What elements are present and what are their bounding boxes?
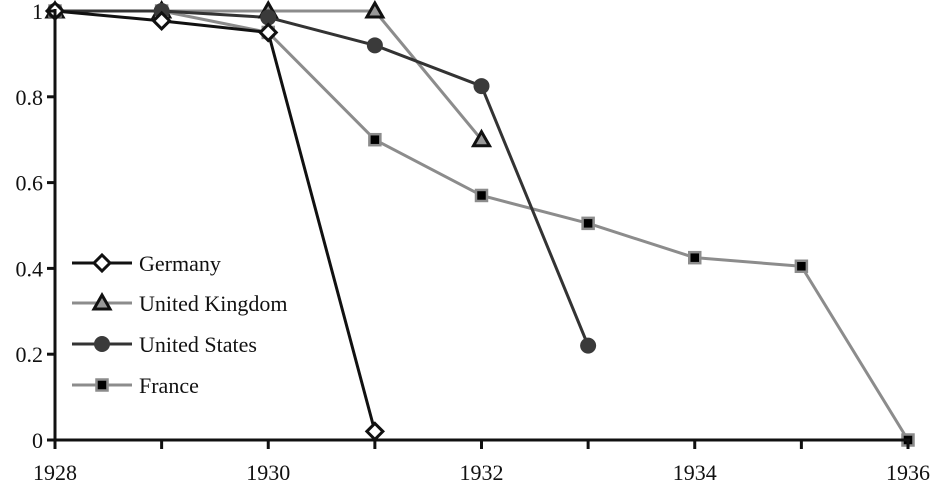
diamond-marker bbox=[258, 22, 279, 43]
y-tick-label: 0.2 bbox=[16, 342, 44, 367]
x-tick-label: 1930 bbox=[246, 460, 290, 485]
square-marker bbox=[581, 216, 595, 231]
diamond-marker bbox=[364, 421, 385, 442]
series-united-states bbox=[55, 9, 590, 347]
legend-label: United States bbox=[139, 332, 257, 357]
axes: 0 0.2 0.4 0.6 0.8 1 1928 1930 1932 1934 1936 bbox=[16, 0, 931, 485]
legend-label: France bbox=[139, 373, 199, 398]
series-markers-united-states bbox=[47, 3, 597, 354]
legend-label: United Kingdom bbox=[139, 291, 288, 316]
square-marker bbox=[794, 259, 809, 274]
square-marker bbox=[688, 250, 702, 265]
circle-marker bbox=[94, 336, 110, 352]
series-germany bbox=[54, 9, 377, 432]
legend-label: Germany bbox=[139, 251, 221, 276]
series-markers-germany bbox=[44, 0, 385, 442]
y-tick-label: 0.8 bbox=[16, 85, 44, 110]
circle-marker bbox=[366, 37, 383, 54]
legend: Germany United Kingdom United States France bbox=[72, 251, 288, 398]
x-tick-label: 1928 bbox=[33, 460, 77, 485]
diamond-marker bbox=[91, 252, 113, 274]
y-tick-label: 1 bbox=[32, 0, 43, 24]
circle-marker bbox=[580, 337, 597, 354]
legend-item-france: France bbox=[72, 373, 199, 398]
x-tick-label: 1936 bbox=[886, 460, 930, 485]
y-tick-label: 0.6 bbox=[16, 171, 44, 196]
legend-item-united-states: United States bbox=[72, 332, 257, 357]
x-tick-label: 1932 bbox=[460, 460, 504, 485]
y-tick-label: 0.4 bbox=[16, 256, 44, 281]
x-tick-label: 1934 bbox=[673, 460, 717, 485]
triangle-marker bbox=[470, 128, 493, 148]
circle-marker bbox=[473, 78, 490, 95]
triangle-marker bbox=[364, 0, 386, 19]
legend-item-united-kingdom: United Kingdom bbox=[72, 291, 288, 316]
circle-marker bbox=[260, 9, 277, 26]
plot-area bbox=[44, 0, 915, 447]
square-marker bbox=[95, 378, 109, 392]
legend-item-germany: Germany bbox=[72, 251, 221, 276]
y-tick-label: 0 bbox=[32, 428, 43, 453]
square-marker bbox=[474, 188, 489, 203]
square-marker bbox=[368, 132, 382, 147]
series-line bbox=[54, 9, 377, 432]
series-line bbox=[55, 9, 590, 347]
diamond-marker bbox=[151, 10, 172, 31]
triangle-marker bbox=[91, 291, 113, 311]
